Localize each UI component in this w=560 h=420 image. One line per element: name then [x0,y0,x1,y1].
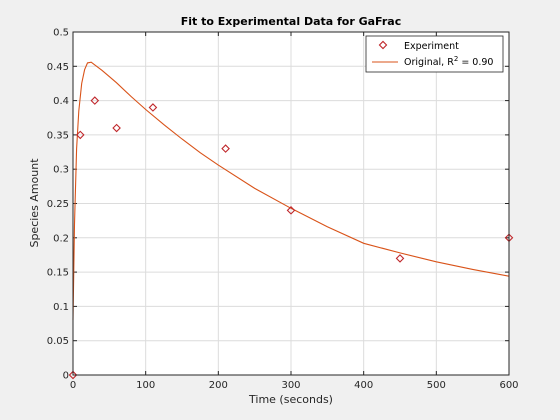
legend-label-original-superscript: 2 [454,55,458,63]
fit-curve [72,61,510,321]
y-tick-label: 0.2 [53,233,69,244]
y-tick-label: 0.35 [47,130,69,141]
y-tick-label: 0.25 [47,199,69,210]
experiment-series [68,96,514,380]
experiment-point [148,103,158,112]
experiment-point [504,233,514,243]
experiment-point [75,130,85,140]
legend: Experiment Original, R2 = 0.90 [365,35,504,73]
y-tick-label: 0.05 [47,336,69,347]
grid [73,32,509,375]
x-tick-label: 600 [499,380,518,391]
y-tick-label: 0.5 [53,28,69,39]
x-tick-label: 100 [136,380,155,391]
x-tick-label: 400 [354,380,373,391]
experiment-point [221,144,230,153]
legend-label-original-main: Original, R [404,57,454,68]
y-tick-label: 0.1 [53,302,69,313]
x-axis-label: Time (seconds) [248,393,333,406]
x-tick-label: 300 [281,380,300,391]
experiment-point [286,206,296,215]
experiment-point [68,370,78,380]
y-tick-label: 0.15 [47,268,69,279]
tick-labels: 0 100 200 300 400 500 600 0 0.05 0.1 0.15 0.2 0.25 0.… [47,28,519,392]
y-axis-label: Species Amount [28,158,41,248]
experiment-point [112,123,121,133]
legend-marker-experiment [378,40,388,50]
y-tick-label: 0.4 [53,96,69,107]
x-tick-label: 200 [209,380,228,391]
x-tick-label: 0 [70,380,76,391]
x-tick-label: 500 [427,380,446,391]
y-tick-label: 0.45 [47,62,69,73]
legend-box [365,35,504,73]
chart-title: Fit to Experimental Data for GaFrac [181,15,401,28]
experiment-point [90,96,100,105]
legend-label-original: Original, R2 = 0.90 [404,55,493,68]
legend-label-original-suffix: = 0.90 [458,57,493,68]
fit-series [72,61,510,321]
experiment-point [395,254,405,263]
legend-label-experiment: Experiment [404,41,459,52]
axes-box [72,31,510,376]
y-tick-label: 0.3 [53,165,69,176]
y-tick-label: 0 [63,371,69,382]
